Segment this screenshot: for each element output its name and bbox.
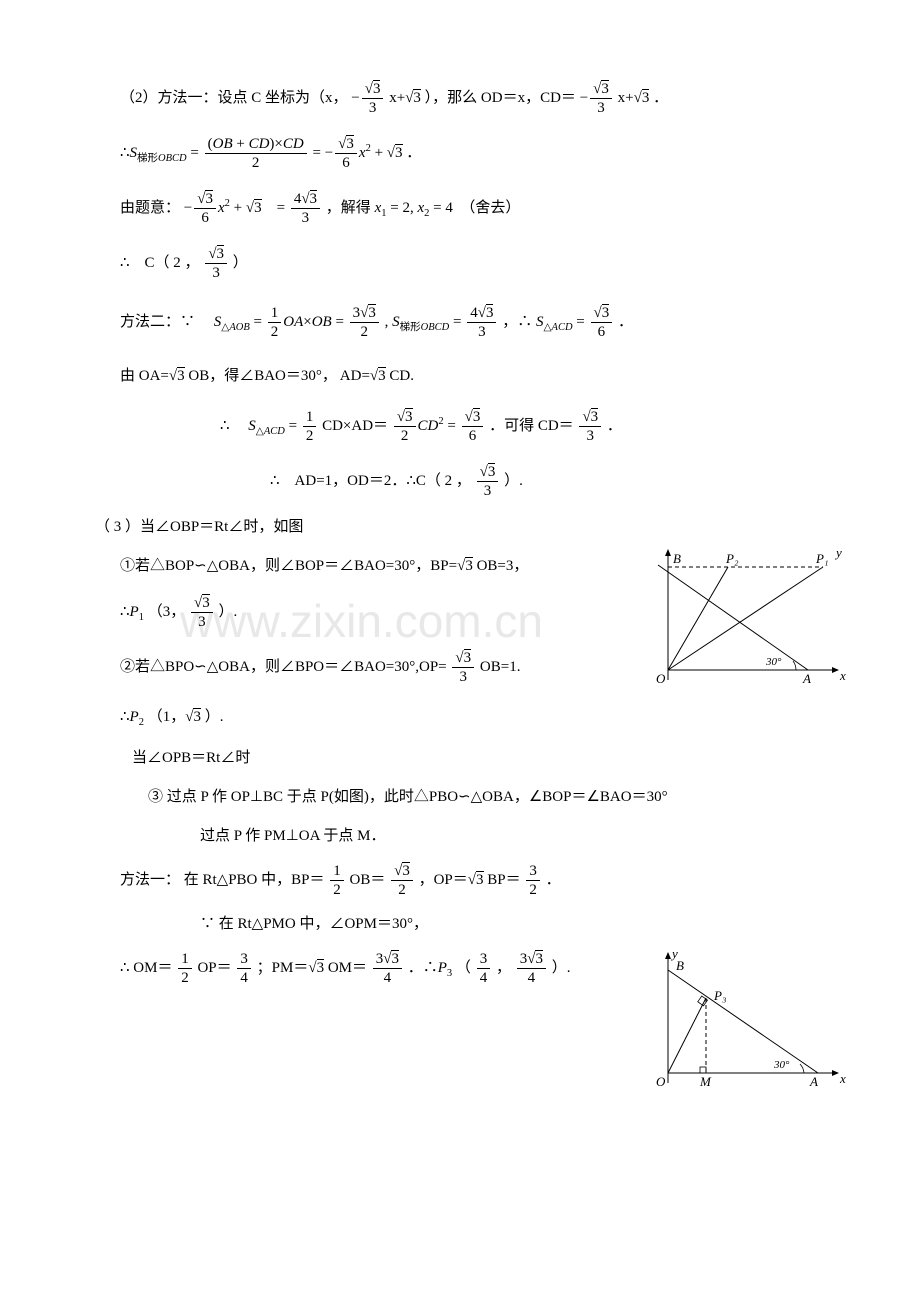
line-s-acd: ∴ S△ACD = 12 CD×AD＝ √32CD2 = √36 ．可得 CD＝… <box>220 408 830 445</box>
line-c-coord: ∴ C（ 2 ， √33 ） <box>120 245 830 282</box>
line-opb-rt: 当∠OPB＝Rt∠时 <box>132 745 830 772</box>
fig1-y: y <box>834 545 842 560</box>
fig2-x: x <box>839 1071 846 1086</box>
line-oa-ob: 由 OA=√3 OB，得∠BAO＝30°， AD=√3 CD. <box>120 363 830 390</box>
fig2-label-O: O <box>656 1074 666 1089</box>
fig2-label-P3: P₃ <box>713 988 726 1003</box>
line-solve: 由题意： −√36x2 + √3 = 4√33 ，解得 x1 = 2, x2 =… <box>120 190 830 227</box>
line-obp-rt: （ 3 ）当∠OBP＝Rt∠时，如图 <box>95 514 830 541</box>
fig1-label-A: A <box>802 671 811 686</box>
fig1-x: x <box>839 668 846 683</box>
fig2-label-A: A <box>809 1074 818 1089</box>
figure-2: B P₃ O M A 30° y x <box>648 948 848 1093</box>
fig2-y: y <box>670 948 678 961</box>
line-case3: ③ 过点 P 作 OP⊥BC 于点 P(如图)，此时△PBO∽△OBA，∠BOP… <box>148 784 830 811</box>
line-bp: 方法一： 在 Rt△PBO 中，BP＝ 12 OB＝ √32 ，OP＝√3 BP… <box>120 862 830 899</box>
line-2-method1: （2）方法一：设点 C 坐标为（x， −√33 x+√3 ），那么 OD＝x，C… <box>120 80 830 117</box>
fig1-label-P1: P₁ <box>815 551 828 566</box>
line-pm-oa: 过点 P 作 PM⊥OA 于点 M． <box>200 823 830 850</box>
line-method2: 方法二：∵ S△AOB = 12OA×OB = 3√32 , S梯形OBCD =… <box>120 304 830 341</box>
fig1-label-O: O <box>656 671 666 686</box>
line-opm: ∵ 在 Rt△PMO 中，∠OPM＝30°， <box>200 911 830 938</box>
formula-s-obcd: ∴S梯形OBCD = (OB + CD)×CD2 = −√36x2 + √3 ． <box>120 135 830 172</box>
fig1-label-P2: P₂ <box>725 551 739 566</box>
line-p2: ∴P2 （1，√3 ）. <box>120 704 830 733</box>
line-ad-od: ∴ AD=1，OD＝2．∴C（ 2 ， √33 ）. <box>270 463 830 500</box>
fig2-label-M: M <box>699 1074 712 1089</box>
fig1-label-B: B <box>673 551 681 566</box>
figure-1: B P₂ P₁ O A 30° y x <box>648 545 848 690</box>
fig2-angle: 30° <box>773 1059 790 1071</box>
fig1-angle: 30° <box>765 656 782 668</box>
content: （2）方法一：设点 C 坐标为（x， −√33 x+√3 ），那么 OD＝x，C… <box>120 80 830 987</box>
